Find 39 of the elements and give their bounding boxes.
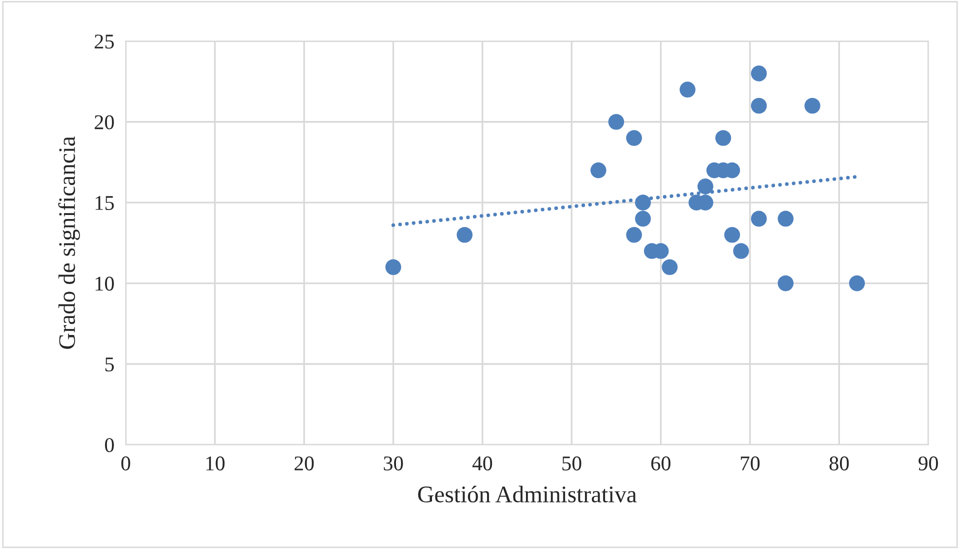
point — [750, 66, 767, 82]
x-tick-label: 10 — [206, 456, 225, 470]
point — [626, 130, 642, 146]
point — [750, 98, 767, 114]
point — [750, 210, 767, 227]
y-tick-label: 25 — [94, 34, 114, 49]
x-tick-label: 30 — [384, 456, 403, 470]
point — [778, 275, 794, 292]
x-tick-label: 60 — [651, 456, 670, 470]
y-axis-title: Grado de significancia — [58, 136, 80, 349]
y-tick-label: 15 — [96, 196, 114, 210]
x-tick-label: 20 — [294, 456, 314, 470]
x-tick-label: 70 — [740, 456, 760, 470]
point — [849, 275, 865, 292]
point — [635, 194, 651, 210]
x-axis-title: Gestión Administrativa — [418, 486, 637, 502]
y-tick-label: 5 — [105, 358, 114, 372]
x-tick-label: 80 — [830, 456, 849, 470]
point — [697, 178, 714, 194]
point — [456, 226, 473, 243]
point — [662, 259, 678, 276]
point — [635, 210, 651, 227]
x-tick-label: 50 — [562, 456, 582, 470]
y-tick-label: 20 — [94, 115, 114, 130]
point — [608, 114, 624, 130]
point — [680, 82, 696, 98]
x-tick-label: 90 — [918, 456, 938, 470]
point — [724, 226, 740, 243]
point — [590, 162, 606, 178]
point — [804, 98, 820, 114]
point — [733, 243, 749, 259]
y-tick-label: 10 — [96, 276, 114, 291]
y-tick-label: 0 — [105, 438, 114, 452]
point — [778, 210, 794, 227]
point — [626, 226, 642, 243]
x-tick-label: 40 — [472, 456, 492, 470]
point — [385, 259, 402, 276]
point — [715, 130, 732, 146]
x-tick-label: 0 — [121, 456, 130, 470]
